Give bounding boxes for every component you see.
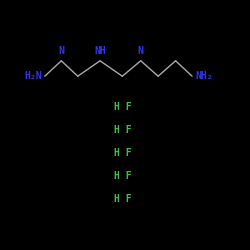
Text: NH: NH [94, 46, 106, 56]
Text: H F: H F [114, 148, 131, 158]
Text: N: N [58, 46, 64, 56]
Text: N: N [138, 46, 144, 56]
Text: H F: H F [114, 194, 131, 204]
Text: H F: H F [114, 171, 131, 181]
Text: H F: H F [114, 102, 131, 112]
Text: H₂N: H₂N [24, 71, 42, 81]
Text: H F: H F [114, 125, 131, 135]
Text: NH₂: NH₂ [195, 71, 212, 81]
